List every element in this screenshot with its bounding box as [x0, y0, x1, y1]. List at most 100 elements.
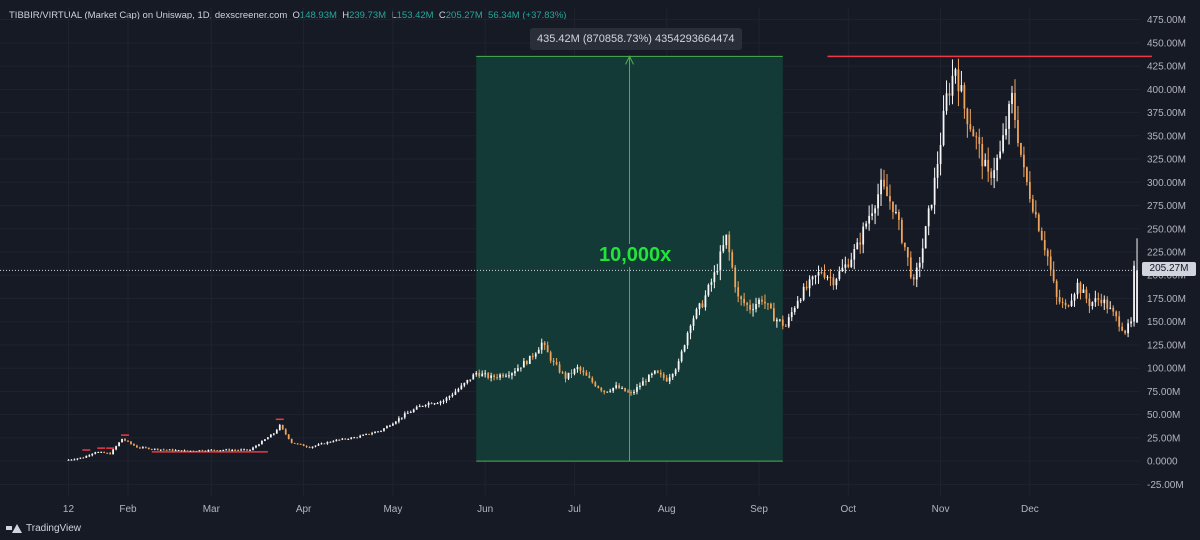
candle-body	[171, 449, 174, 451]
candle-body	[231, 449, 234, 451]
candle-body	[389, 425, 391, 427]
candle-body	[1100, 299, 1103, 304]
candle-body	[621, 387, 623, 389]
candle-body	[859, 242, 862, 245]
candle-body	[612, 387, 615, 391]
candle-body	[671, 374, 674, 378]
candle-body	[255, 445, 257, 448]
candle-body	[856, 242, 859, 250]
candle-body	[109, 452, 112, 455]
tradingview-logo[interactable]: TradingView	[6, 523, 81, 534]
candle-body	[359, 435, 362, 438]
candle-body	[272, 433, 275, 435]
candle-body	[269, 434, 272, 438]
candle-body	[749, 304, 751, 310]
candle-body	[609, 390, 612, 392]
candle-body	[740, 296, 743, 299]
candle-body	[850, 259, 853, 267]
candle-body	[734, 267, 737, 288]
x-tick-label: May	[383, 504, 402, 515]
y-tick-label: 450.00M	[1147, 38, 1186, 49]
candle-body	[210, 449, 213, 451]
candle-body	[573, 369, 576, 374]
candle-body	[683, 345, 686, 352]
candle-body	[770, 303, 772, 309]
candle-body	[558, 364, 561, 373]
x-tick-label: Feb	[119, 504, 137, 515]
open-label: O	[292, 10, 300, 21]
candle-body	[490, 375, 493, 378]
candle-body	[966, 108, 969, 125]
candle-body	[400, 417, 403, 419]
y-tick-label: 375.00M	[1147, 108, 1186, 119]
candle-body	[82, 457, 85, 459]
y-tick-label: 25.00M	[1147, 433, 1180, 444]
candle-body	[835, 279, 838, 286]
x-tick-label: Nov	[932, 504, 950, 515]
candle-body	[814, 275, 817, 277]
candle-body	[728, 234, 731, 253]
candle-body	[225, 449, 228, 451]
candle-body	[758, 299, 760, 305]
candle-body	[549, 352, 552, 361]
candle-body	[725, 234, 728, 246]
candle-body	[394, 421, 397, 424]
candle-body	[430, 402, 433, 405]
candle-body	[674, 369, 677, 375]
candle-body	[600, 387, 603, 391]
candle-body	[906, 247, 909, 258]
candle-body	[930, 204, 933, 209]
candle-body	[695, 309, 698, 319]
candle-body	[802, 286, 805, 300]
candle-body	[469, 379, 472, 381]
candle-body	[978, 137, 981, 144]
candle-body	[73, 459, 76, 461]
candle-body	[365, 433, 368, 435]
candle-body	[326, 442, 329, 444]
candle-body	[1011, 92, 1013, 105]
candle-body	[987, 159, 990, 172]
low-value: 153.42M	[396, 10, 434, 21]
candle-body	[895, 212, 897, 214]
candle-body	[645, 381, 647, 383]
candle-body	[317, 444, 320, 446]
candle-body	[139, 447, 141, 449]
candle-body	[118, 442, 120, 447]
candle-body	[150, 449, 153, 451]
candle-body	[1106, 299, 1109, 309]
candle-body	[335, 439, 338, 442]
candle-body	[115, 446, 117, 450]
y-tick-label: 50.00M	[1147, 410, 1180, 421]
candle-body	[948, 93, 951, 96]
candle-body	[764, 301, 766, 304]
candle-body	[1043, 239, 1046, 251]
y-tick-label: 225.00M	[1147, 248, 1186, 259]
candle-body	[499, 374, 501, 378]
candle-body	[1127, 323, 1129, 334]
candle-body	[1070, 300, 1073, 307]
x-tick-label: Apr	[296, 504, 312, 515]
candle-body	[243, 449, 245, 451]
candle-body	[874, 208, 876, 214]
candle-body	[1112, 307, 1115, 312]
symbol-title: TIBBIR/VIRTUAL (Market Cap) on Uniswap, …	[9, 10, 288, 21]
x-tick-label: Mar	[203, 504, 221, 515]
candle-body	[341, 438, 344, 440]
candle-body	[656, 370, 659, 373]
x-tick-label: Sep	[750, 504, 768, 515]
x-tick-label: Dec	[1021, 504, 1039, 515]
candle-body	[567, 372, 570, 379]
candle-body	[308, 446, 311, 448]
candle-body	[275, 430, 278, 434]
candle-body	[475, 372, 478, 375]
candle-body	[281, 424, 284, 430]
candle-body	[933, 177, 936, 205]
close-value: 205.27M	[445, 10, 483, 21]
candle-body	[737, 287, 740, 297]
candle-body	[374, 431, 376, 434]
candle-body	[862, 226, 865, 245]
candle-body	[880, 179, 882, 195]
candle-body	[1091, 302, 1094, 307]
candle-body	[237, 450, 240, 452]
